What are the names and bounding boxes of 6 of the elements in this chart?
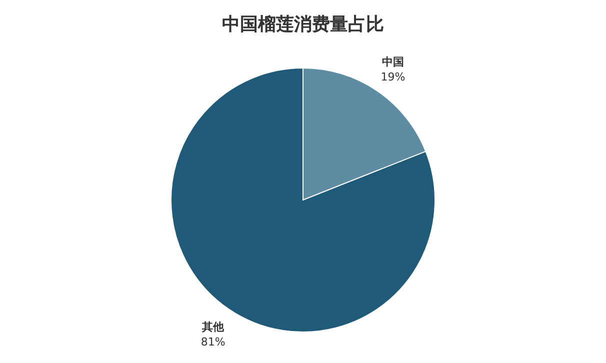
data-label: 81% (200, 335, 226, 348)
data-label: 19% (380, 70, 406, 84)
slice-label: 其他 (201, 320, 226, 334)
slice-label: 中国 (382, 56, 404, 69)
pie-slice (170, 68, 436, 332)
chart-title: 中国榴莲消费量占比 (222, 14, 384, 35)
